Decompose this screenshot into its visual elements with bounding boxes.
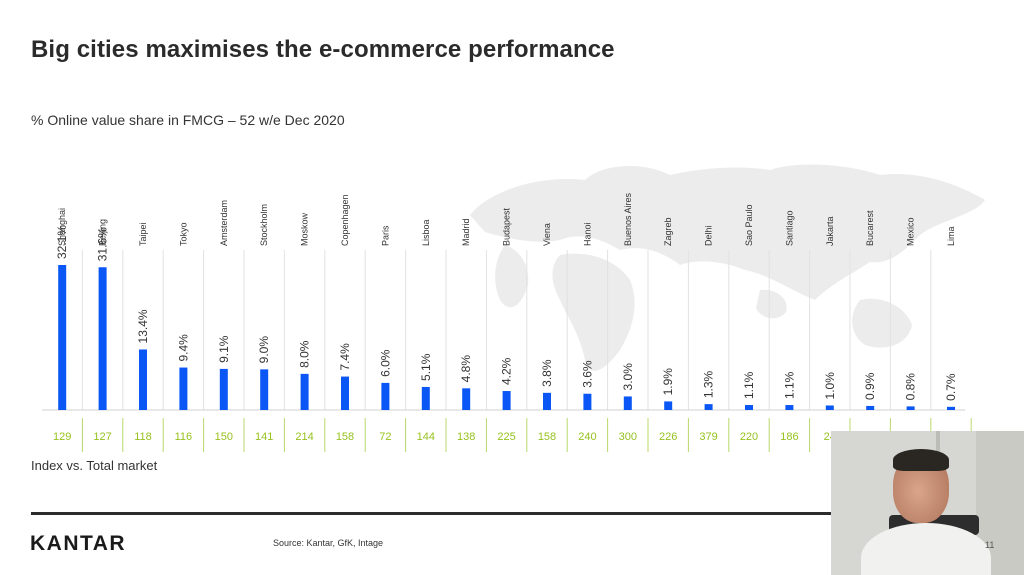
index-value: 116 [175, 431, 193, 443]
value-label: 4.8% [459, 355, 473, 383]
value-label: 1.1% [742, 371, 756, 399]
bar-copenhagen [341, 376, 349, 410]
category-label: Tokyo [178, 222, 188, 246]
category-label: Viena [542, 223, 552, 246]
value-label: 8.0% [298, 340, 312, 368]
category-label: Madrid [461, 218, 471, 246]
value-label: 7.4% [338, 343, 352, 371]
category-label: Beijing [98, 219, 108, 246]
webcam-person-hair [893, 449, 949, 471]
category-label: Buenos Aires [623, 192, 633, 246]
value-label: 1.0% [823, 372, 837, 400]
index-value: 226 [659, 431, 677, 443]
value-label: 5.1% [419, 353, 433, 381]
slide-title: Big cities maximises the e-commerce perf… [31, 36, 615, 63]
bar-sao-paulo [745, 405, 753, 410]
bar-viena [543, 392, 551, 410]
bar-lima [947, 406, 955, 410]
value-label: 9.1% [217, 335, 231, 363]
index-value: 300 [619, 431, 637, 443]
index-value: 225 [497, 431, 515, 443]
category-label: Lima [946, 226, 956, 246]
index-value: 129 [53, 431, 71, 443]
category-label: Paris [380, 225, 390, 246]
value-label: 4.2% [500, 357, 514, 385]
index-value: 158 [538, 431, 556, 443]
value-label: 13.4% [136, 309, 150, 343]
bar-zagreb [664, 401, 673, 410]
value-label: 6.0% [378, 349, 392, 377]
value-label: 3.6% [580, 360, 594, 388]
index-value: 186 [780, 431, 798, 443]
bar-stockholm [260, 369, 269, 410]
category-label: Moskow [300, 212, 310, 246]
index-label: Index vs. Total market [31, 458, 158, 473]
bar-hanoi [583, 393, 592, 410]
value-label: 3.0% [621, 363, 635, 391]
bar-chart: 32.1%Shanghai 129 31.6%Beijing 127 13.4% Taip… [42, 192, 972, 452]
category-label: Sao Paulo [744, 204, 754, 246]
bar-moskow [300, 373, 309, 410]
page-number: 11 [985, 540, 995, 550]
index-value: 144 [417, 431, 435, 443]
bar-buenos-aires [623, 396, 632, 410]
webcam-person-shirt [861, 523, 991, 575]
value-label: 1.9% [661, 368, 675, 396]
value-label: 0.9% [863, 372, 877, 400]
footer-divider [31, 512, 831, 515]
value-label: 0.8% [904, 373, 918, 401]
bar-delhi [704, 404, 713, 410]
value-label: 1.1% [782, 371, 796, 399]
category-label: Hanoi [582, 222, 592, 246]
category-label: Bucarest [865, 210, 875, 246]
bar-budapest [502, 391, 511, 410]
index-value: 240 [578, 431, 596, 443]
index-value: 127 [93, 431, 111, 443]
bar-lisboa [421, 386, 430, 410]
bar-paris [381, 382, 390, 410]
webcam-video-overlay [831, 431, 1024, 575]
category-label: Zagreb [663, 217, 673, 246]
index-value: 158 [336, 431, 354, 443]
category-label: Amsterdam [219, 200, 229, 246]
value-label: 0.7% [944, 373, 958, 401]
category-label: Delhi [704, 225, 714, 246]
index-value: 150 [215, 431, 233, 443]
bar-beijing [98, 267, 107, 410]
index-value: 138 [457, 431, 475, 443]
bar-bucarest [866, 405, 875, 410]
kantar-logo: KANTAR [30, 532, 127, 555]
value-label: 9.0% [257, 336, 271, 364]
bar-tokyo [179, 367, 188, 410]
index-value: 72 [379, 431, 391, 443]
value-label: 31.6% [96, 227, 110, 261]
index-value: 141 [255, 431, 273, 443]
index-value: 118 [134, 431, 152, 443]
category-label: Shanghai [57, 208, 67, 246]
category-label: Stockholm [259, 204, 269, 246]
chart-subtitle: % Online value share in FMCG – 52 w/e De… [31, 112, 345, 128]
bar-madrid [462, 388, 471, 410]
category-label: Lisboa [421, 219, 431, 246]
index-value: 220 [740, 431, 758, 443]
category-label: Jakarta [825, 216, 835, 246]
category-label: Copenhagen [340, 194, 350, 246]
bar-mexico [906, 406, 915, 410]
category-label: Mexico [906, 217, 916, 246]
bar-amsterdam [219, 368, 228, 410]
value-label: 32.1% [55, 225, 69, 259]
category-label: Taipei [138, 222, 148, 246]
bar-jakarta [825, 405, 834, 410]
index-value: 379 [699, 431, 717, 443]
bar-santiago [785, 405, 794, 410]
value-label: 9.4% [176, 334, 190, 362]
index-value: 214 [295, 431, 313, 443]
category-label: Santiago [784, 210, 794, 246]
value-label: 1.3% [702, 370, 716, 398]
bar-shanghai [58, 265, 67, 410]
category-label: Budapest [502, 207, 512, 246]
value-label: 3.8% [540, 359, 554, 387]
bar-taipei [139, 349, 147, 410]
source-note: Source: Kantar, GfK, Intage [273, 538, 384, 548]
